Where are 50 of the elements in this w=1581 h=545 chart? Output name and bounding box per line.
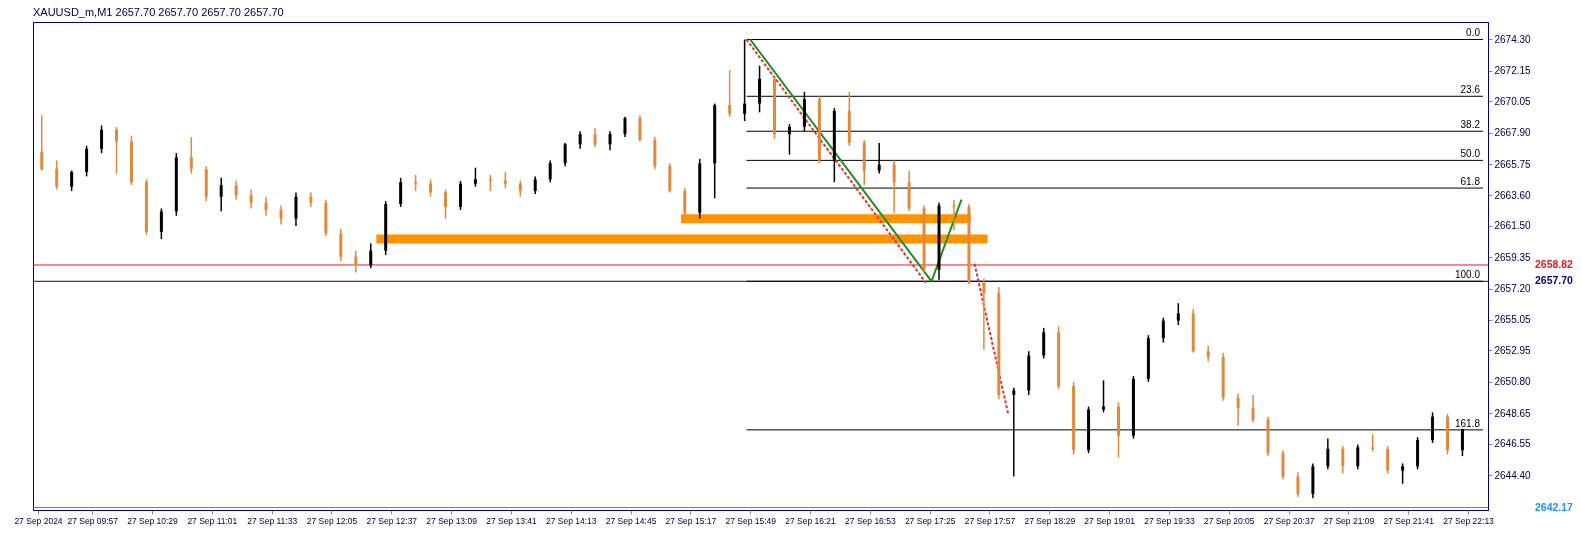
x-tick-label: 27 Sep 16:53 — [845, 515, 896, 526]
x-tick-label: 27 Sep 20:37 — [1263, 515, 1315, 526]
y-tick-label: 2652.95 — [1494, 344, 1532, 356]
y-tick-label: 2670.05 — [1494, 95, 1532, 107]
x-tick-label: 27 Sep 18:29 — [1024, 515, 1076, 526]
y-tick-label: 2650.80 — [1494, 376, 1532, 388]
x-tick-label: 27 Sep 21:09 — [1323, 515, 1375, 526]
x-tick-label: 27 Sep 16:21 — [785, 515, 837, 526]
series-label: 100.0 — [1454, 269, 1481, 281]
series-label: 61.8 — [1460, 176, 1481, 188]
x-tick-label: 27 Sep 13:41 — [486, 515, 537, 526]
x-tick-label: 27 Sep 15:49 — [725, 515, 777, 526]
x-tick-label: 27 Sep 20:05 — [1203, 515, 1255, 526]
x-tick-label: 27 Sep 2024 — [14, 515, 63, 526]
x-tick-label: 27 Sep 14:45 — [605, 515, 657, 526]
y-tick-label: 2657.20 — [1494, 283, 1532, 295]
series-label: 50.0 — [1460, 148, 1481, 160]
x-tick-label: 27 Sep 19:33 — [1144, 515, 1196, 526]
series-label: 23.6 — [1460, 84, 1481, 96]
y-tick-label: 2674.30 — [1494, 33, 1532, 45]
x-tick-label: 27 Sep 21:41 — [1383, 515, 1435, 526]
y-tick-label: 2667.90 — [1494, 127, 1532, 139]
x-tick-label: 27 Sep 17:57 — [964, 515, 1016, 526]
x-tick-label: 27 Sep 15:17 — [665, 515, 717, 526]
y-tick-label: 2663.60 — [1494, 189, 1532, 201]
series-label: 0.0 — [1466, 27, 1481, 39]
x-tick-label: 27 Sep 17:25 — [904, 515, 956, 526]
y-tick-label: 2665.75 — [1494, 158, 1532, 170]
chart-title: XAUUSD_m,M1 2657.70 2657.70 2657.70 2657.70 — [33, 6, 284, 18]
x-tick-label: 27 Sep 22:13 — [1443, 515, 1495, 526]
y-tick-label: 2672.15 — [1494, 65, 1532, 77]
x-tick-label: 27 Sep 19:01 — [1084, 515, 1136, 526]
ref-line-label: 2657.70 — [1535, 274, 1574, 287]
x-tick-label: 27 Sep 13:09 — [426, 515, 478, 526]
x-tick-label: 27 Sep 10:29 — [127, 515, 179, 526]
series-label: 38.2 — [1460, 119, 1481, 131]
y-tick-label: 2661.50 — [1494, 220, 1532, 232]
x-tick-label: 27 Sep 14:13 — [545, 515, 597, 526]
x-tick-label: 27 Sep 09:57 — [67, 515, 119, 526]
x-tick-label: 27 Sep 12:05 — [306, 515, 358, 526]
y-tick-label: 2646.55 — [1494, 438, 1532, 450]
ref-line-label: 2642.17 — [1535, 500, 1574, 513]
x-tick-label: 27 Sep 11:01 — [187, 515, 238, 526]
ref-line-label: 2658.82 — [1535, 257, 1574, 270]
y-tick-label: 2648.65 — [1494, 407, 1532, 419]
y-tick-label: 2644.40 — [1494, 469, 1532, 481]
x-tick-label: 27 Sep 11:33 — [247, 515, 298, 526]
y-tick-label: 2659.35 — [1494, 251, 1532, 263]
x-tick-label: 27 Sep 12:37 — [366, 515, 418, 526]
y-tick-label: 2655.05 — [1494, 314, 1532, 326]
